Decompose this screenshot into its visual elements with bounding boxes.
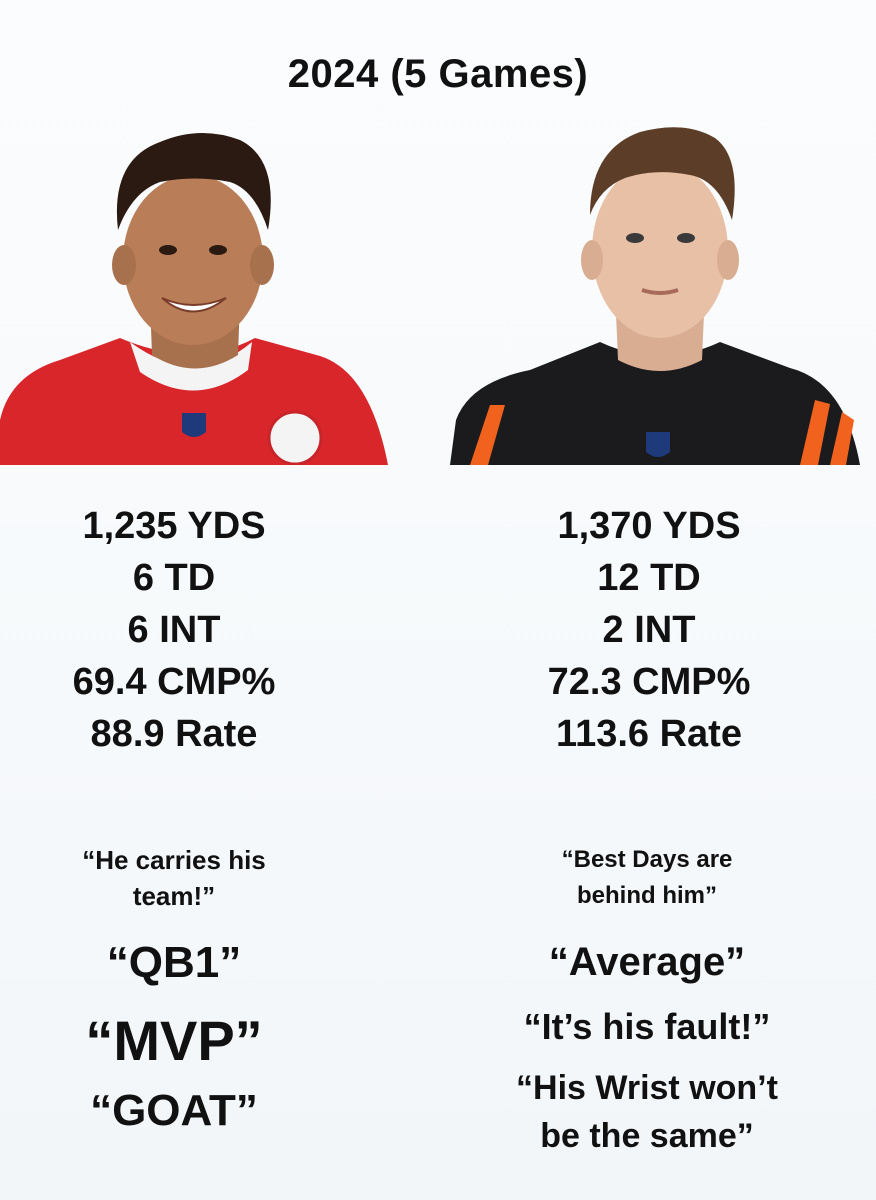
left-quote-mvp: “MVP”	[85, 1009, 263, 1072]
right-quote-fault: “It’s his fault!”	[523, 1006, 771, 1047]
left-quote-intro-line2: team!”	[132, 881, 216, 911]
right-quote-intro-line1: “Best Days are	[561, 846, 733, 873]
right-stat-yards: 1,370 YDS	[557, 505, 741, 547]
left-stat-yards: 1,235 YDS	[82, 505, 266, 547]
right-stats: 1,370 YDS 12 TD 2 INT 72.3 CMP% 113.6 Ra…	[430, 500, 868, 760]
right-quote-intro: “Best Days are behind him”	[428, 842, 866, 914]
right-quote-wrist: “His Wrist won’t be the same”	[428, 1064, 866, 1160]
left-player-column: 1,235 YDS 6 TD 6 INT 69.4 CMP% 88.9 Rate…	[0, 120, 393, 1135]
right-quote-average: “Average”	[548, 940, 746, 984]
left-stat-cmp: 69.4 CMP%	[72, 661, 276, 703]
right-stat-cmp: 72.3 CMP%	[547, 661, 751, 703]
right-quote-wrist-line1: “His Wrist won’t	[516, 1069, 778, 1107]
left-stats: 1,235 YDS 6 TD 6 INT 69.4 CMP% 88.9 Rate	[0, 500, 393, 760]
left-player-photo	[0, 120, 390, 465]
left-quote-intro: “He carries his team!”	[0, 842, 393, 914]
left-quote-goat: “GOAT”	[90, 1086, 258, 1135]
right-stat-td: 12 TD	[597, 557, 701, 599]
right-quote-wrist-line2: be the same”	[540, 1117, 754, 1155]
right-quote-intro-line2: behind him”	[577, 882, 717, 909]
left-quote-qb1: “QB1”	[106, 938, 242, 987]
left-stat-int: 6 INT	[127, 609, 221, 651]
right-player-column: 1,370 YDS 12 TD 2 INT 72.3 CMP% 113.6 Ra…	[438, 0, 876, 1200]
page-title: 2024 (5 Games)	[287, 52, 589, 96]
left-quote-intro-line1: “He carries his	[82, 845, 266, 875]
left-stat-rate: 88.9 Rate	[90, 713, 258, 755]
right-player-photo	[450, 120, 866, 465]
left-stat-td: 6 TD	[132, 557, 216, 599]
right-stat-int: 2 INT	[602, 609, 696, 651]
right-stat-rate: 113.6 Rate	[556, 713, 742, 755]
